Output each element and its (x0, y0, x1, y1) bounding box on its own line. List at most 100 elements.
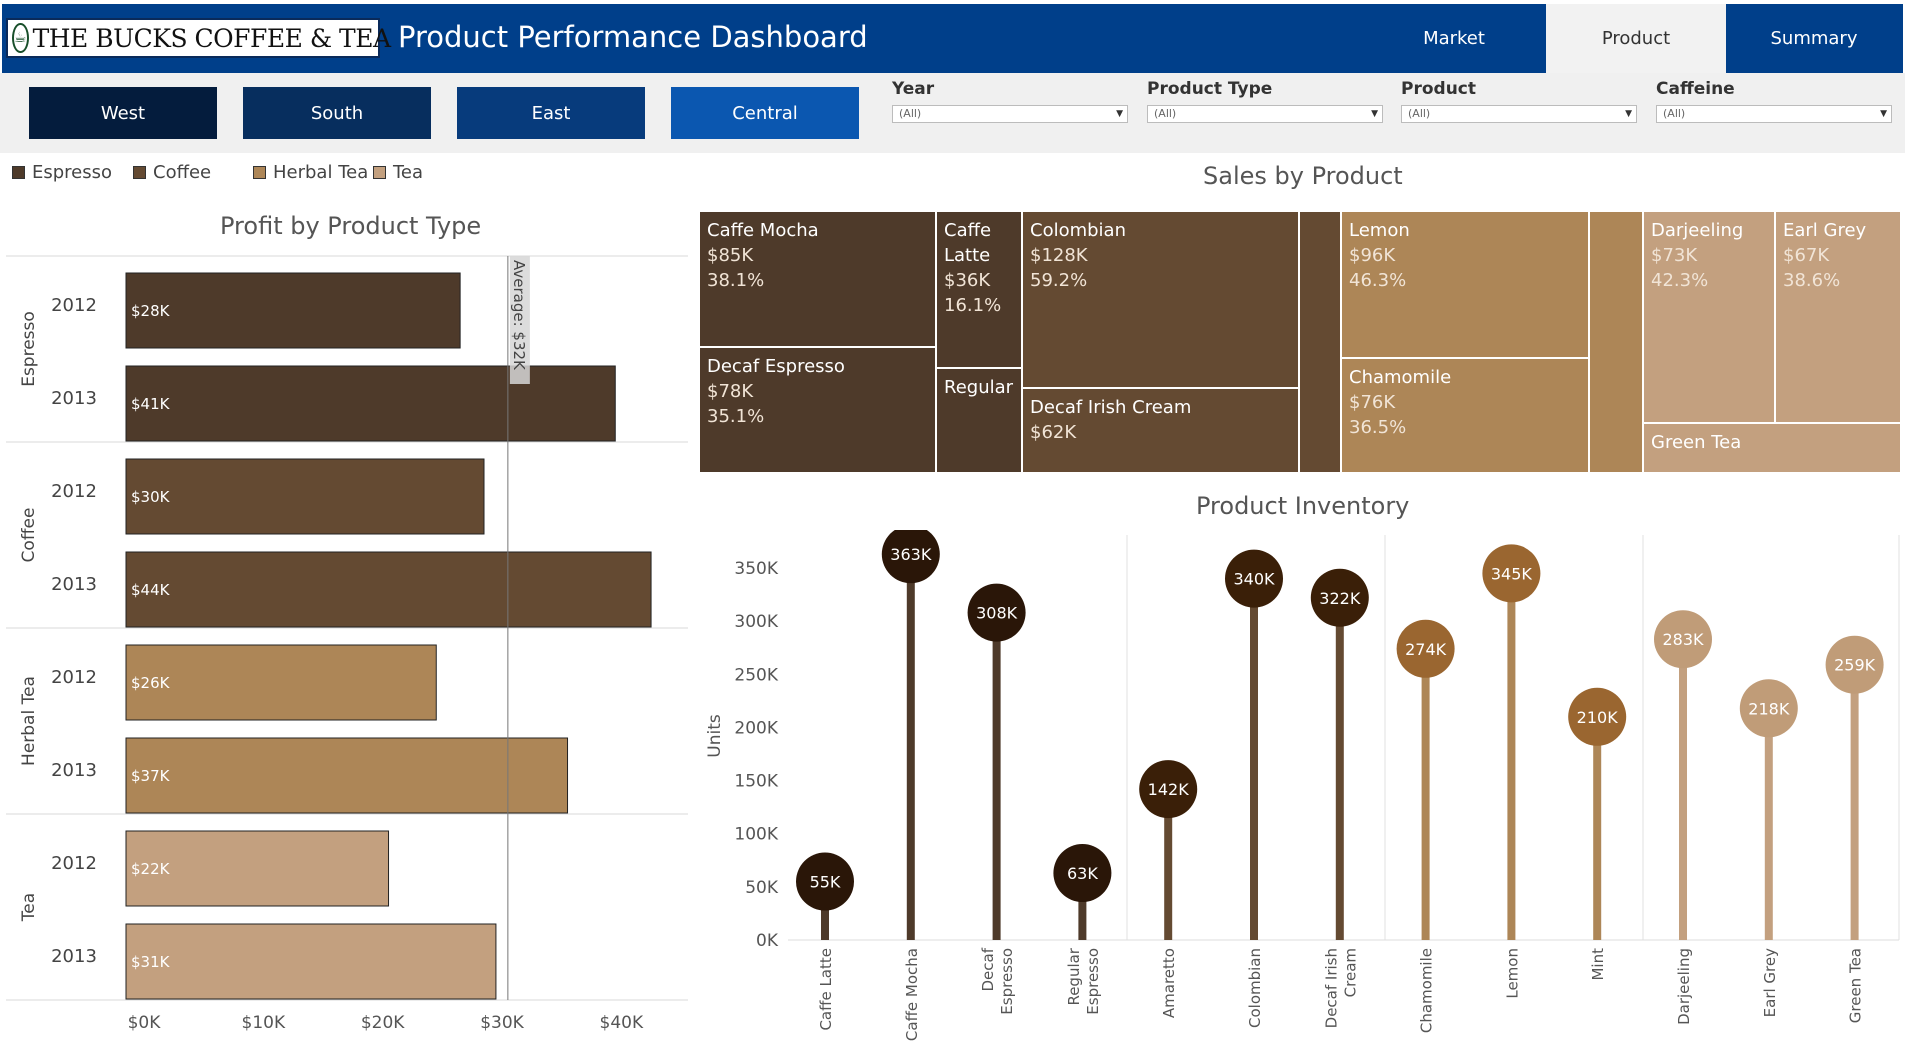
tab-product[interactable]: Product (1546, 4, 1726, 73)
x-tick-label: Mint (1589, 948, 1607, 981)
profit-bar[interactable] (125, 365, 616, 442)
treemap-cell[interactable] (1776, 212, 1900, 422)
treemap-cell-label: Regular (944, 377, 1014, 398)
year-label: 2013 (51, 574, 97, 595)
bar-value-label: $28K (131, 302, 171, 320)
treemap-cell[interactable] (1023, 212, 1298, 387)
treemap-cell[interactable] (1023, 389, 1298, 472)
chevron-down-icon: ▼ (1116, 109, 1123, 119)
treemap-cell-label: $85K (707, 245, 754, 266)
lollipop-dot[interactable] (967, 583, 1026, 642)
region-button-west[interactable]: West (29, 87, 217, 139)
treemap-cell[interactable] (1300, 212, 1340, 472)
legend-swatch (373, 166, 386, 179)
profit-bar[interactable] (125, 830, 390, 907)
legend-label: Tea (393, 162, 424, 183)
logo-text: THE BUCKS COFFEE & TEA (32, 23, 391, 53)
profit-bar[interactable] (125, 737, 569, 814)
bar-value-label: $44K (131, 581, 171, 599)
y-tick-label: 200K (734, 718, 778, 738)
lollipop-dot[interactable] (1654, 610, 1712, 669)
y-tick-label: 350K (734, 559, 778, 579)
lollipop-dot[interactable] (1139, 760, 1198, 819)
product-type-filter-select[interactable]: (All) ▼ (1147, 105, 1383, 123)
profit-bar[interactable] (125, 644, 437, 721)
lollipop-dot[interactable] (1739, 679, 1798, 738)
lollipop-dot[interactable] (1396, 619, 1455, 678)
lollipop-dot[interactable] (796, 852, 854, 911)
legend-item-tea[interactable]: Tea (373, 162, 423, 183)
treemap-cell-label: Decaf Irish Cream (1030, 397, 1191, 418)
lollipop-dot[interactable] (1825, 635, 1884, 694)
caffeine-filter-select[interactable]: (All) ▼ (1656, 105, 1892, 123)
region-button-south[interactable]: South (243, 87, 431, 139)
lollipop-dot[interactable] (1053, 844, 1112, 903)
year-label: 2013 (51, 946, 97, 967)
sales-chart-title: Sales by Product (1203, 162, 1403, 190)
product-type-label: Herbal Tea (19, 676, 39, 766)
treemap-cell[interactable] (1644, 424, 1900, 472)
product-filter-select[interactable]: (All) ▼ (1401, 105, 1637, 123)
year-label: 2013 (51, 760, 97, 781)
lollipop-value-label: 259K (1834, 656, 1876, 675)
lollipop-value-label: 142K (1148, 780, 1190, 799)
lollipop-value-label: 55K (810, 873, 841, 892)
treemap-cell-label: 36.5% (1349, 417, 1406, 438)
treemap-cell-label: 38.6% (1783, 270, 1840, 291)
product-type-filter-value: (All) (1154, 107, 1177, 120)
treemap-cell[interactable] (1644, 212, 1774, 422)
region-button-central[interactable]: Central (671, 87, 859, 139)
tab-market[interactable]: Market (1423, 28, 1485, 49)
legend-swatch (133, 166, 146, 179)
treemap-cell-label: $62K (1030, 422, 1077, 443)
treemap-cell-label: Lemon (1349, 220, 1410, 241)
year-filter-select[interactable]: (All) ▼ (892, 105, 1128, 123)
average-label: Average: $32K (510, 260, 528, 371)
filter-label-product-type: Product Type (1147, 79, 1273, 99)
coffee-cup-icon: ☕ (12, 23, 29, 53)
profit-chart-title: Profit by Product Type (220, 212, 482, 240)
lollipop-dot[interactable] (1482, 544, 1541, 603)
lollipop-dot[interactable] (881, 530, 940, 584)
tab-summary[interactable]: Summary (1770, 28, 1858, 49)
lollipop-value-label: 322K (1319, 589, 1361, 608)
legend-label: Herbal Tea (273, 162, 369, 183)
region-button-east[interactable]: East (457, 87, 645, 139)
year-label: 2012 (51, 481, 97, 502)
legend-item-coffee[interactable]: Coffee (133, 162, 211, 183)
legend-item-herbal-tea[interactable]: Herbal Tea (253, 162, 368, 183)
bar-value-label: $41K (131, 395, 171, 413)
treemap-cell[interactable] (1342, 359, 1588, 472)
x-tick-label: Caffe Mocha (903, 948, 921, 1041)
profit-bar[interactable] (125, 272, 461, 349)
treemap-cell[interactable] (937, 212, 1021, 367)
profit-bar[interactable] (125, 923, 497, 1000)
product-type-label: Espresso (19, 311, 39, 387)
filter-bar: West South East Central Year (All) ▼ Pro… (0, 73, 1905, 153)
year-filter-value: (All) (899, 107, 922, 120)
treemap-cell-label: 59.2% (1030, 270, 1087, 291)
treemap-cell[interactable] (1590, 212, 1642, 472)
legend-item-espresso[interactable]: Espresso (12, 162, 112, 183)
treemap-cell[interactable] (1342, 212, 1588, 357)
product-inventory-chart: Units 0K 50K 100K 150K 200K 250K 300K 350K 55K Caf… (705, 530, 1900, 1041)
x-tick-label: Green Tea (1847, 948, 1865, 1023)
lollipop-dot[interactable] (1225, 549, 1283, 608)
lollipop-dot[interactable] (1568, 687, 1627, 746)
legend-label: Coffee (153, 162, 212, 183)
x-tick-label: Colombian (1246, 948, 1264, 1028)
lollipop-dot[interactable] (1310, 568, 1369, 627)
product-type-label: Tea (19, 893, 39, 922)
x-tick-label: Decaf (979, 947, 997, 991)
lollipop-value-label: 63K (1067, 864, 1098, 883)
treemap-cell[interactable] (937, 369, 1021, 472)
lollipop-value-label: 363K (890, 545, 932, 564)
profit-bar[interactable] (125, 458, 485, 535)
x-tick-label: $40K (600, 1013, 644, 1033)
y-tick-label: 250K (734, 665, 778, 685)
profit-bar[interactable] (125, 551, 652, 628)
x-tick-label: Chamomile (1418, 948, 1436, 1033)
x-tick-label: Lemon (1503, 948, 1521, 999)
treemap-cell[interactable] (700, 212, 935, 346)
treemap-cell[interactable] (700, 348, 935, 472)
